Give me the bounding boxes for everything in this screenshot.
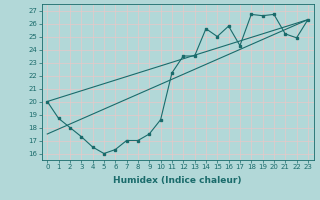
X-axis label: Humidex (Indice chaleur): Humidex (Indice chaleur) <box>113 176 242 185</box>
